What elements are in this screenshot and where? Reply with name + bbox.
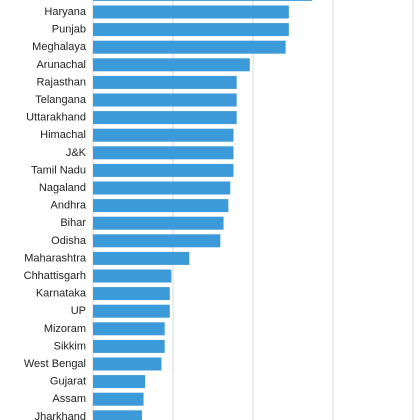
category-label: Jharkhand bbox=[35, 411, 86, 420]
category-label: Mizoram bbox=[44, 323, 86, 335]
category-label: Sikkim bbox=[54, 340, 86, 352]
category-label: Tamil Nadu bbox=[31, 164, 86, 176]
category-label: Odisha bbox=[51, 235, 87, 247]
category-label: West Bengal bbox=[24, 358, 86, 370]
bar bbox=[93, 111, 237, 125]
bar-partial-top bbox=[93, 0, 312, 1]
category-label: Karnataka bbox=[36, 288, 87, 300]
category-label: Meghalaya bbox=[32, 41, 87, 53]
bar bbox=[93, 23, 289, 37]
bar bbox=[93, 304, 170, 318]
bar bbox=[93, 181, 231, 195]
category-label: Chhattisgarh bbox=[24, 270, 86, 282]
bar bbox=[93, 163, 234, 177]
bar bbox=[93, 322, 165, 336]
category-label: Rajasthan bbox=[36, 76, 86, 88]
bar bbox=[93, 375, 146, 389]
bar bbox=[93, 146, 234, 160]
bar bbox=[93, 234, 221, 248]
category-label: J&K bbox=[66, 147, 87, 159]
category-label: Uttarakhand bbox=[26, 112, 86, 124]
category-label: Andhra bbox=[51, 200, 87, 212]
category-label: Bihar bbox=[60, 217, 86, 229]
category-label: Arunachal bbox=[36, 59, 86, 71]
category-label: Himachal bbox=[40, 129, 86, 141]
bar bbox=[93, 75, 237, 89]
bar bbox=[93, 269, 172, 283]
bars bbox=[93, 0, 312, 420]
bar bbox=[93, 128, 234, 142]
category-label: Maharashtra bbox=[24, 252, 87, 264]
category-label: Haryana bbox=[44, 6, 86, 18]
bar bbox=[93, 410, 142, 420]
bar bbox=[93, 93, 237, 107]
bar bbox=[93, 251, 190, 265]
bar bbox=[93, 287, 170, 301]
bar bbox=[93, 339, 165, 353]
bar bbox=[93, 216, 224, 230]
bar bbox=[93, 199, 229, 213]
bar bbox=[93, 58, 250, 72]
bar bbox=[93, 392, 144, 406]
category-label: UP bbox=[71, 305, 86, 317]
category-label: Punjab bbox=[52, 24, 86, 36]
bar bbox=[93, 5, 289, 19]
bar bbox=[93, 357, 162, 371]
category-label: Assam bbox=[52, 393, 86, 405]
category-label: Nagaland bbox=[39, 182, 86, 194]
category-labels: Haryana Punjab Meghalaya Arunachal Rajasthan… bbox=[24, 6, 87, 420]
bar bbox=[93, 40, 286, 54]
category-label: Telangana bbox=[35, 94, 87, 106]
category-label: Gujarat bbox=[50, 376, 86, 388]
